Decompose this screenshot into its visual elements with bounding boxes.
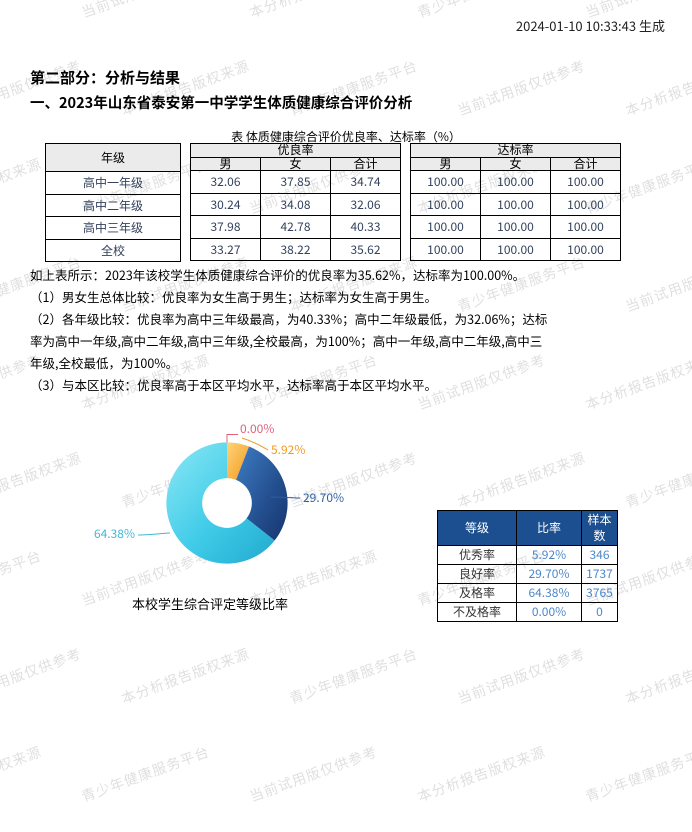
svg-text:29.70%: 29.70%	[303, 489, 344, 506]
svg-text:0.00%: 0.00%	[240, 420, 274, 437]
svg-text:64.38%: 64.38%	[94, 525, 135, 542]
svg-text:5.92%: 5.92%	[271, 441, 305, 458]
